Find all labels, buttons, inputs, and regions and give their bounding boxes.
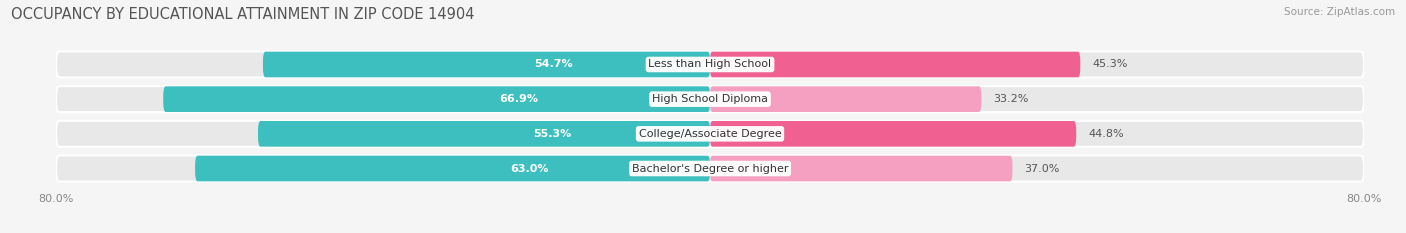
FancyBboxPatch shape	[163, 86, 710, 112]
FancyBboxPatch shape	[710, 86, 981, 112]
FancyBboxPatch shape	[56, 121, 1364, 147]
Text: 33.2%: 33.2%	[994, 94, 1029, 104]
Text: OCCUPANCY BY EDUCATIONAL ATTAINMENT IN ZIP CODE 14904: OCCUPANCY BY EDUCATIONAL ATTAINMENT IN Z…	[11, 7, 475, 22]
FancyBboxPatch shape	[56, 86, 1364, 112]
Text: 55.3%: 55.3%	[533, 129, 571, 139]
FancyBboxPatch shape	[259, 121, 710, 147]
FancyBboxPatch shape	[263, 52, 710, 77]
Text: High School Diploma: High School Diploma	[652, 94, 768, 104]
Text: 44.8%: 44.8%	[1088, 129, 1123, 139]
FancyBboxPatch shape	[56, 155, 1364, 182]
Text: College/Associate Degree: College/Associate Degree	[638, 129, 782, 139]
Text: 66.9%: 66.9%	[499, 94, 538, 104]
FancyBboxPatch shape	[710, 52, 1080, 77]
Text: Less than High School: Less than High School	[648, 59, 772, 69]
FancyBboxPatch shape	[195, 156, 710, 181]
Text: 63.0%: 63.0%	[510, 164, 550, 174]
FancyBboxPatch shape	[56, 51, 1364, 78]
Text: 54.7%: 54.7%	[534, 59, 572, 69]
Text: Source: ZipAtlas.com: Source: ZipAtlas.com	[1284, 7, 1395, 17]
Text: 37.0%: 37.0%	[1025, 164, 1060, 174]
Text: 45.3%: 45.3%	[1092, 59, 1128, 69]
FancyBboxPatch shape	[710, 121, 1076, 147]
Text: Bachelor's Degree or higher: Bachelor's Degree or higher	[631, 164, 789, 174]
FancyBboxPatch shape	[710, 156, 1012, 181]
